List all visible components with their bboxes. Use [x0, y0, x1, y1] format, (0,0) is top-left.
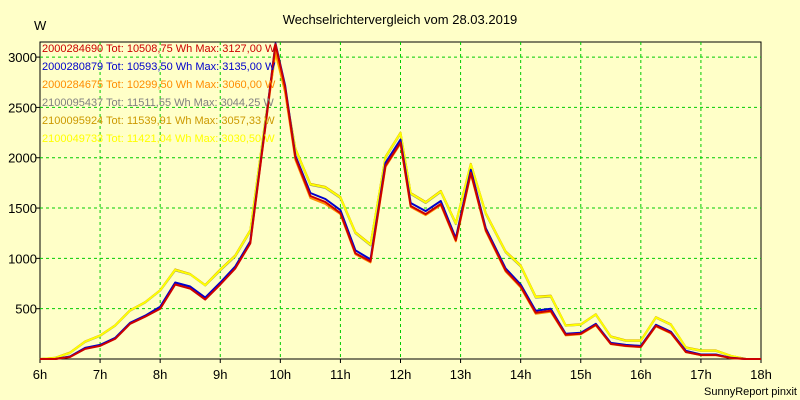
x-tick-label: 15h — [570, 367, 592, 382]
x-tick-label: 9h — [213, 367, 227, 382]
x-tick-label: 10h — [269, 367, 291, 382]
x-tick-label: 8h — [153, 367, 167, 382]
legend: 2000284690 Tot: 10508,75 Wh Max: 3127,00… — [42, 43, 276, 145]
x-tick-label: 12h — [390, 367, 412, 382]
x-tick-label: 18h — [750, 367, 772, 382]
y-tick-label: 1500 — [8, 201, 37, 216]
x-tick-label: 7h — [93, 367, 107, 382]
legend-entry-2000284690: 2000284690 Tot: 10508,75 Wh Max: 3127,00… — [42, 43, 276, 55]
x-tick-label: 14h — [510, 367, 532, 382]
y-tick-label: 1000 — [8, 251, 37, 266]
legend-entry-2100049733: 2100049733 Tot: 11421,04 Wh Max: 3030,50… — [42, 133, 275, 145]
y-tick-label: 500 — [15, 302, 37, 317]
x-tick-label: 17h — [690, 367, 712, 382]
legend-entry-2100095924: 2100095924 Tot: 11539,91 Wh Max: 3057,33… — [42, 115, 275, 127]
x-tick-label: 11h — [330, 367, 351, 382]
legend-entry-2000280879: 2000280879 Tot: 10593,50 Wh Max: 3135,00… — [42, 61, 276, 73]
chart-title: Wechselrichtervergleich vom 28.03.2019 — [283, 12, 518, 27]
legend-entry-2100095437: 2100095437 Tot: 11511,55 Wh Max: 3044,25… — [42, 97, 274, 109]
x-axis: 6h 7h 8h 9h 10h 11h 12h 13h 14h 15h 16h 17h 18h — [33, 359, 772, 382]
y-tick-label: 3000 — [8, 50, 37, 65]
y-tick-label: 2500 — [8, 100, 37, 115]
y-tick-label: 2000 — [8, 151, 37, 166]
series-lines — [39, 42, 761, 360]
series-line-2100049733 — [39, 53, 761, 360]
y-axis-label: W — [34, 18, 47, 33]
legend-entry-2000284675: 2000284675 Tot: 10299,50 Wh Max: 3060,00… — [42, 79, 276, 91]
x-tick-label: 6h — [33, 367, 47, 382]
x-tick-label: 13h — [450, 367, 472, 382]
series-line-2000284690 — [40, 43, 761, 360]
x-tick-label: 16h — [630, 367, 652, 382]
credit-text: SunnyReport pinxit — [704, 386, 797, 398]
y-axis: 500 1000 1500 2000 2500 3000 — [8, 50, 40, 317]
